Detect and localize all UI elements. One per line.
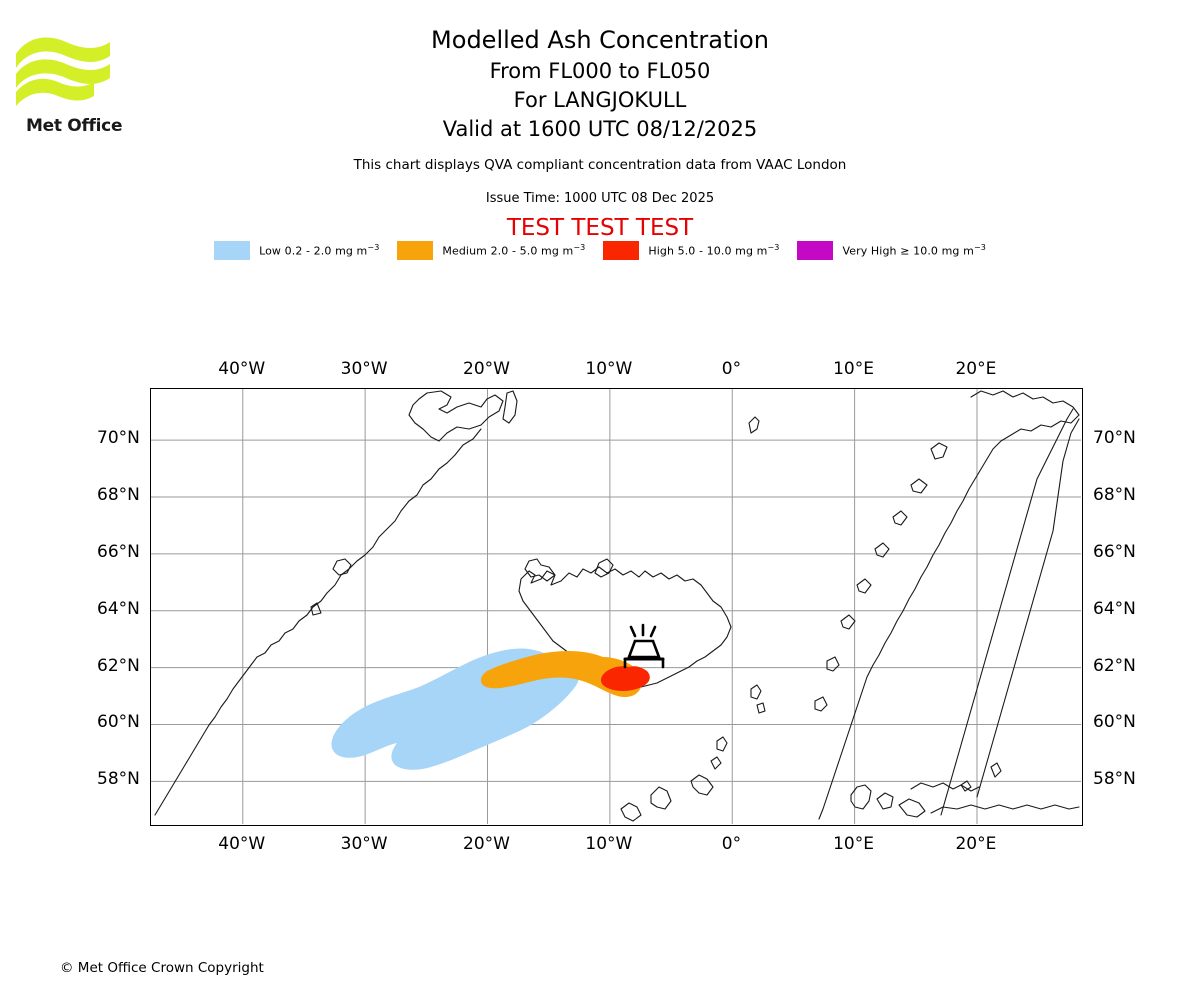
issue-time: Issue Time: 1000 UTC 08 Dec 2025 (485, 191, 715, 206)
lat-tick-right-2: 62°N (1093, 655, 1136, 676)
test-banner: TEST TEST TEST (506, 215, 694, 241)
legend-label-very-high: Very High ≥ 10.0 mg m−3 (842, 243, 986, 258)
chart-title-block: Modelled Ash Concentration From FL000 to… (0, 28, 1200, 148)
lat-tick-left-0: 58°N (97, 769, 140, 790)
ash-plume-high (600, 666, 650, 691)
legend-item-low: Low 0.2 - 2.0 mg m−3 (214, 241, 379, 260)
lon-tick-top-3: 10°W (585, 359, 633, 379)
lon-tick-bottom-4: 0° (721, 834, 742, 854)
lat-tick-right-1: 60°N (1093, 712, 1136, 733)
map-canvas (151, 389, 1081, 824)
lon-tick-top-4: 0° (721, 359, 742, 379)
volcano-name-line: For LANGJOKULL (513, 88, 687, 112)
met-office-waves-icon (16, 37, 110, 106)
legend-swatch-low (214, 241, 251, 260)
legend-item-medium: Medium 2.0 - 5.0 mg m−3 (397, 241, 585, 260)
lon-tick-top-6: 20°E (955, 359, 997, 379)
lon-tick-top-1: 30°W (340, 359, 388, 379)
lon-tick-top-5: 10°E (833, 359, 874, 379)
lat-tick-left-1: 60°N (97, 712, 140, 733)
lat-tick-left-2: 62°N (97, 655, 140, 676)
lat-tick-right-6: 70°N (1093, 428, 1136, 449)
lon-tick-bottom-5: 10°E (833, 834, 874, 854)
lon-tick-bottom-1: 30°W (340, 834, 388, 854)
legend-item-very-high: Very High ≥ 10.0 mg m−3 (797, 241, 986, 260)
lat-tick-left-5: 68°N (97, 485, 140, 506)
graticule-grid (151, 389, 1081, 824)
concentration-legend: Low 0.2 - 2.0 mg m−3 Medium 2.0 - 5.0 mg… (0, 241, 1200, 260)
copyright-notice: © Met Office Crown Copyright (60, 960, 264, 976)
lat-tick-right-5: 68°N (1093, 485, 1136, 506)
lat-tick-left-3: 64°N (97, 598, 140, 619)
legend-swatch-high (603, 241, 640, 260)
lon-tick-bottom-0: 40°W (218, 834, 266, 854)
legend-label-medium: Medium 2.0 - 5.0 mg m−3 (442, 243, 586, 258)
legend-label-high: High 5.0 - 10.0 mg m−3 (648, 243, 780, 258)
met-office-logo: Met Office (14, 26, 124, 136)
lat-tick-right-3: 64°N (1093, 598, 1136, 619)
lat-tick-right-0: 58°N (1093, 769, 1136, 790)
lat-tick-left-4: 66°N (97, 541, 140, 562)
qva-note: This chart displays QVA compliant concen… (353, 157, 847, 173)
lon-tick-top-0: 40°W (218, 359, 266, 379)
legend-swatch-medium (397, 241, 434, 260)
legend-item-high: High 5.0 - 10.0 mg m−3 (603, 241, 779, 260)
legend-swatch-very-high (797, 241, 834, 260)
lon-tick-top-2: 20°W (463, 359, 510, 379)
ash-plume-medium (480, 651, 642, 697)
lon-tick-bottom-3: 10°W (585, 834, 633, 854)
volcano-marker-icon (623, 623, 665, 669)
lat-tick-right-4: 66°N (1093, 541, 1136, 562)
lat-tick-left-6: 70°N (97, 428, 140, 449)
met-office-wordmark: Met Office (26, 116, 123, 136)
valid-time-line: Valid at 1600 UTC 08/12/2025 (442, 117, 758, 141)
lon-tick-bottom-2: 20°W (463, 834, 510, 854)
lon-tick-bottom-6: 20°E (955, 834, 997, 854)
coastline-outlines (154, 390, 1080, 822)
flight-level-line: From FL000 to FL050 (489, 59, 711, 83)
legend-label-low: Low 0.2 - 2.0 mg m−3 (259, 243, 380, 258)
ash-concentration-map[interactable] (150, 388, 1083, 826)
page-title: Modelled Ash Concentration (431, 26, 769, 54)
